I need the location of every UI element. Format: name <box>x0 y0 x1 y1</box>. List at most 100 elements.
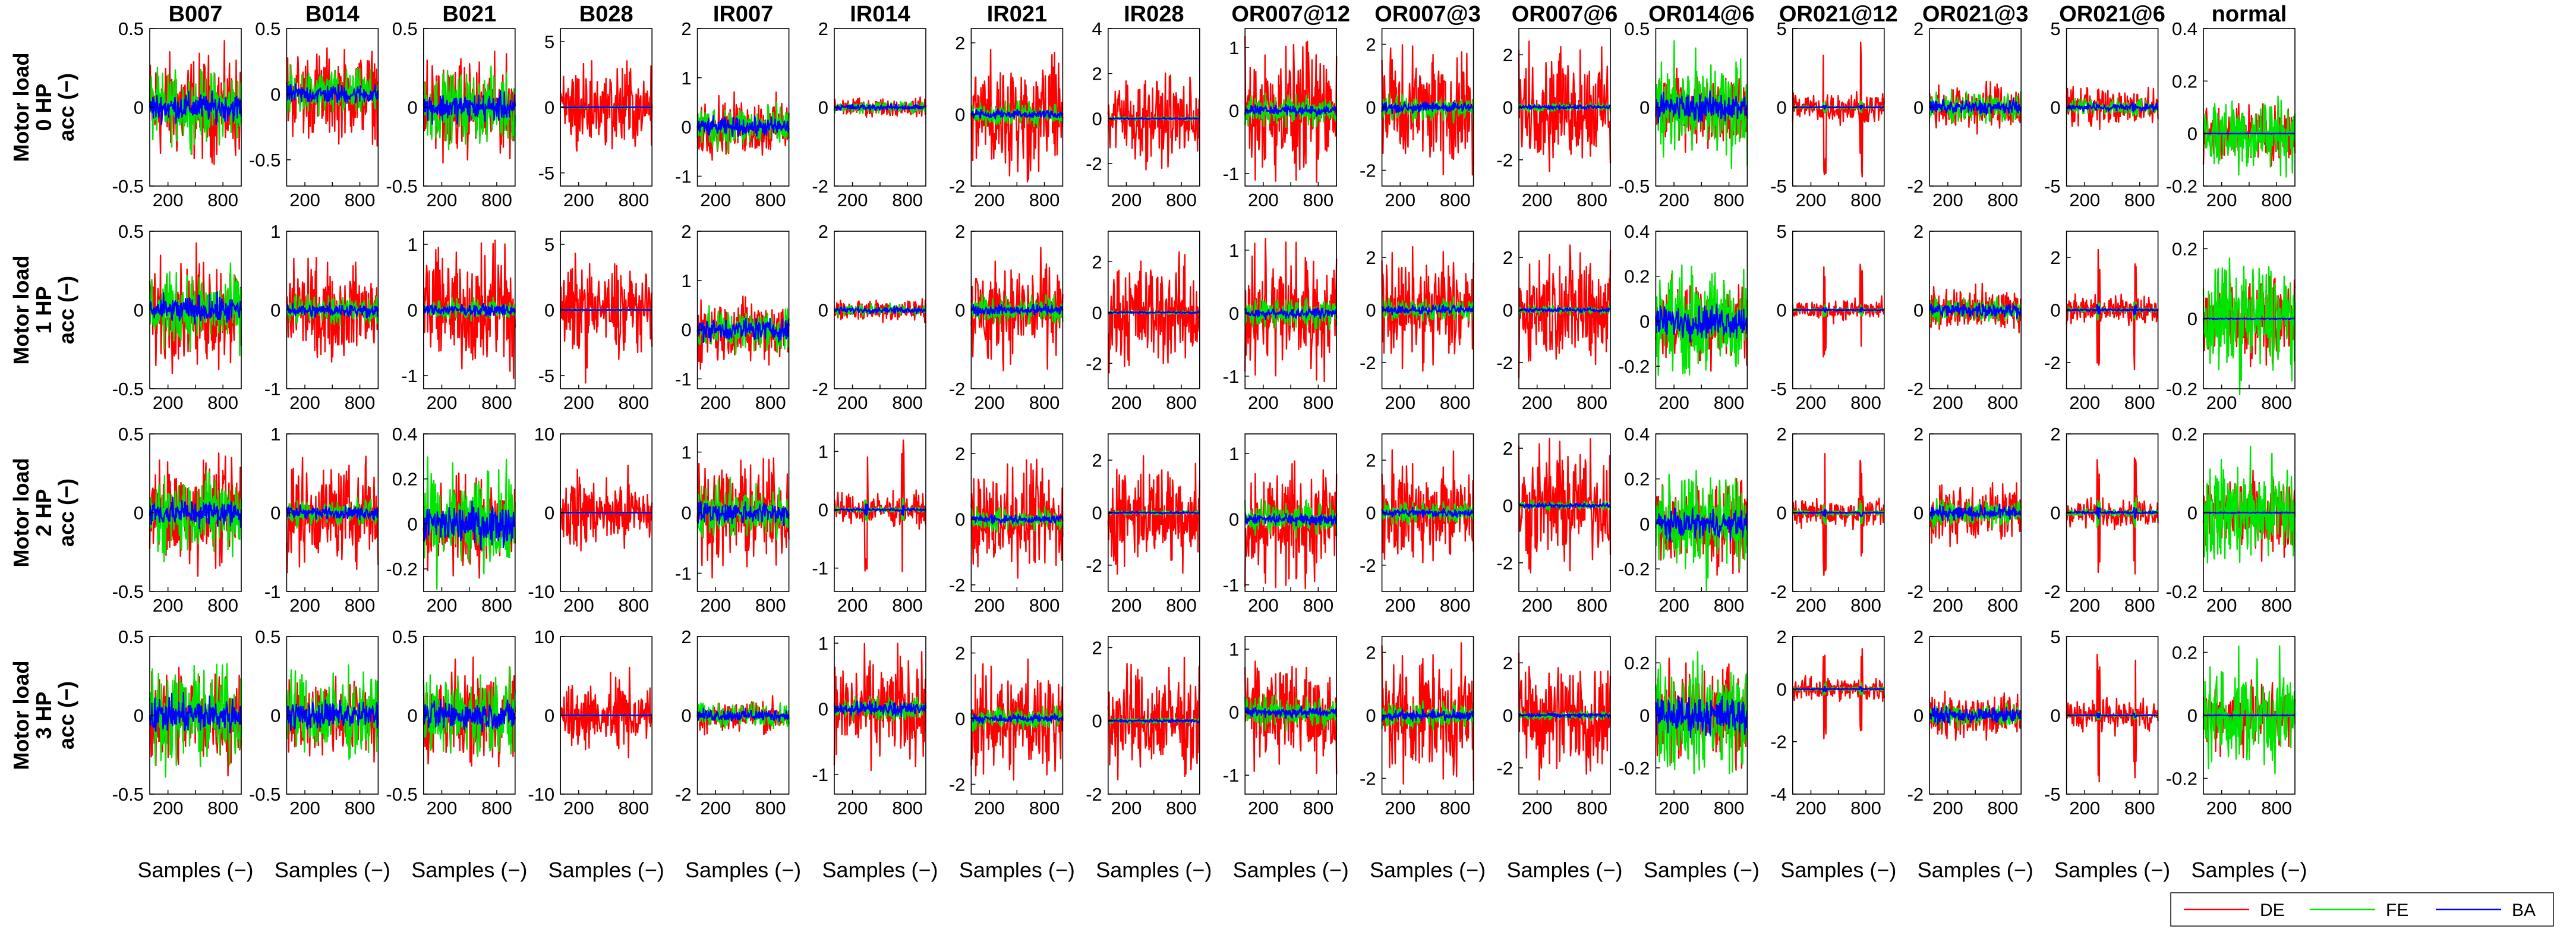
series-line-ba <box>560 511 652 514</box>
x-tick-label: 800 <box>1029 190 1060 210</box>
subplot: -2 0 2 200 800 <box>949 433 1064 616</box>
x-tick-label: 200 <box>2069 595 2100 616</box>
x-tick-label: 200 <box>2206 392 2237 413</box>
y-tick-label: 1 <box>1229 639 1239 660</box>
y-tick-label: 0.2 <box>1624 469 1650 490</box>
y-tick-label: -2 <box>949 176 966 197</box>
series-line-ba <box>696 317 790 344</box>
x-tick-label: 200 <box>1932 392 1963 413</box>
subplot: -10 0 10 200 800 <box>528 626 653 818</box>
y-tick-label: 0.4 <box>1624 424 1650 445</box>
y-tick-label: 2 <box>1777 626 1787 647</box>
row-label-line1: Motor load <box>9 458 33 568</box>
y-tick-label: 0 <box>1639 311 1650 332</box>
x-tick-label: 200 <box>427 595 458 616</box>
series-line-fe <box>2202 645 2296 774</box>
column-title: OR021@6 <box>2059 2 2165 27</box>
series-line-ba <box>1381 506 1474 518</box>
x-axis-label: Samples (−) <box>1644 858 1760 882</box>
x-tick-label: 200 <box>563 190 594 210</box>
x-tick-label: 200 <box>427 798 458 818</box>
x-tick-label: 200 <box>1522 798 1553 818</box>
y-tick-label: 2 <box>1503 438 1513 459</box>
x-axis-label: Samples (−) <box>2054 858 2170 882</box>
y-tick-label: 4 <box>1092 18 1102 39</box>
x-tick-label: 800 <box>1440 190 1471 210</box>
series-line-ba <box>696 707 790 722</box>
x-tick-label: 200 <box>2206 595 2237 616</box>
series-line-de <box>2066 654 2159 783</box>
y-tick-label: 0.4 <box>392 424 418 445</box>
series-line-de <box>1107 656 1200 780</box>
x-tick-label: 800 <box>1029 798 1060 818</box>
subplot: -5 0 5 200 800 <box>2044 18 2159 210</box>
row-label-line2: 3 HP <box>31 691 56 739</box>
y-tick-label: 0 <box>134 300 144 321</box>
series-line-de <box>1792 648 1885 739</box>
x-tick-label: 800 <box>755 595 786 616</box>
x-tick-label: 800 <box>1029 392 1060 413</box>
series-line-ba <box>2066 712 2159 719</box>
subplot: -0.2 0 0.2 0.4 200 800 <box>2166 18 2296 210</box>
x-tick-label: 200 <box>837 190 868 210</box>
subplot: -10 0 10 200 800 <box>528 424 653 616</box>
y-tick-label: -5 <box>2044 784 2061 805</box>
series-line-ba <box>1107 310 1200 314</box>
y-tick-label: -0.5 <box>249 784 280 805</box>
series-line-de <box>1381 449 1474 563</box>
y-tick-label: -0.5 <box>112 176 144 197</box>
x-tick-label: 800 <box>619 190 649 210</box>
series-line-fe <box>2202 257 2296 396</box>
subplot: -2 0 2 200 800 <box>1770 424 1885 616</box>
x-tick-label: 800 <box>2261 392 2292 413</box>
y-tick-label: 2 <box>1503 45 1513 65</box>
y-tick-label: -2 <box>1360 160 1376 181</box>
y-tick-label: -2 <box>2044 352 2061 373</box>
subplot: -2 0 2 200 800 <box>1907 424 2022 616</box>
series-line-de <box>1792 263 1885 358</box>
x-tick-label: 200 <box>1248 798 1279 818</box>
x-tick-label: 800 <box>1850 798 1881 818</box>
x-tick-label: 800 <box>1303 392 1334 413</box>
subplot: -0.5 0 0.5 200 800 <box>112 424 242 616</box>
y-tick-label: 0 <box>1913 97 1924 118</box>
series-line-ba <box>1655 507 1748 543</box>
x-tick-label: 200 <box>837 595 868 616</box>
x-tick-label: 800 <box>1988 392 2019 413</box>
y-tick-label: 0 <box>955 509 965 530</box>
y-tick-label: 0 <box>1092 303 1102 323</box>
series-line-de <box>1107 455 1200 575</box>
series-line-ba <box>560 106 652 109</box>
y-tick-label: -2 <box>1496 150 1513 171</box>
subplot: -5 0 5 200 800 <box>538 28 653 210</box>
y-tick-label: 0 <box>1366 97 1376 118</box>
x-tick-label: 200 <box>700 392 731 413</box>
y-tick-label: 5 <box>544 234 554 255</box>
y-tick-label: -2 <box>812 379 828 399</box>
y-tick-label: 2 <box>1366 450 1376 471</box>
x-tick-label: 200 <box>1248 190 1279 210</box>
series-line-ba <box>560 308 652 311</box>
y-tick-label: -2 <box>1496 758 1513 779</box>
y-tick-label: -0.5 <box>112 581 144 602</box>
series-line-ba <box>1107 511 1200 515</box>
subplot: -1 0 1 200 800 <box>1223 433 1338 616</box>
series-line-ba <box>2066 304 2159 316</box>
y-tick-label: 0 <box>681 706 691 726</box>
column-title: OR021@12 <box>1779 2 1898 27</box>
y-tick-label: 0.5 <box>1624 18 1650 39</box>
series-line-ba <box>1518 712 1612 719</box>
y-tick-label: 1 <box>681 442 691 463</box>
subplot: -0.2 0 0.2 0.4 200 800 <box>1618 221 1748 413</box>
x-tick-label: 200 <box>700 595 731 616</box>
y-tick-label: -2 <box>812 176 828 197</box>
x-tick-label: 800 <box>1577 798 1607 818</box>
x-tick-label: 800 <box>1166 190 1197 210</box>
subplot: -2 0 2 200 800 <box>812 18 927 210</box>
y-tick-label: -0.2 <box>2166 769 2197 789</box>
y-tick-label: -0.2 <box>386 559 417 580</box>
series-line-ba <box>1929 705 2022 725</box>
y-tick-label: 0 <box>2050 97 2060 118</box>
